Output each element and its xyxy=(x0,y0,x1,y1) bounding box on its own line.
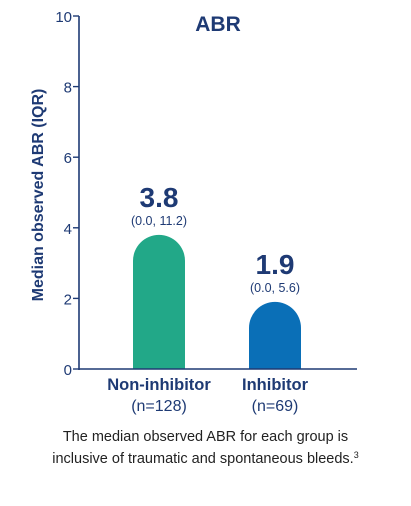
y-tick-label: 10 xyxy=(55,9,72,26)
footnote-line-2-text: inclusive of traumatic and spontaneous b… xyxy=(52,451,354,467)
y-tick-label: 0 xyxy=(64,362,72,379)
bar-value-label: 1.9 xyxy=(256,249,295,280)
y-tick-label: 2 xyxy=(64,291,72,308)
y-axis-ticks: 0 2 4 6 8 10 xyxy=(55,9,79,379)
bar-iqr-label: (0.0, 11.2) xyxy=(131,214,187,228)
x-axis-labels: Non-inhibitor (n=128) Inhibitor (n=69) xyxy=(107,376,308,415)
bar xyxy=(249,301,301,369)
y-tick-label: 6 xyxy=(64,150,72,167)
bar xyxy=(133,234,185,369)
footnote: The median observed ABR for each group i… xyxy=(0,428,411,468)
chart: ABR Median observed ABR (IQR) 0 2 4 6 8 10 3.… xyxy=(30,9,357,415)
x-category-label: Non-inhibitor xyxy=(107,376,211,394)
bars: 3.8(0.0, 11.2) 1.9(0.0, 5.6) xyxy=(131,182,301,369)
y-axis-label: Median observed ABR (IQR) xyxy=(30,89,47,302)
chart-title: ABR xyxy=(195,13,241,36)
x-category-n-label: (n=69) xyxy=(252,398,299,415)
y-tick-label: 8 xyxy=(64,80,72,97)
bar-value-label: 3.8 xyxy=(140,182,179,213)
y-tick-label: 4 xyxy=(64,221,72,238)
x-category-n-label: (n=128) xyxy=(131,398,187,415)
footnote-line-2: inclusive of traumatic and spontaneous b… xyxy=(0,446,411,468)
x-category-label: Inhibitor xyxy=(242,376,309,394)
footnote-line-1: The median observed ABR for each group i… xyxy=(62,429,349,445)
footnote-reference: 3 xyxy=(353,450,359,460)
bar-iqr-label: (0.0, 5.6) xyxy=(250,281,300,295)
